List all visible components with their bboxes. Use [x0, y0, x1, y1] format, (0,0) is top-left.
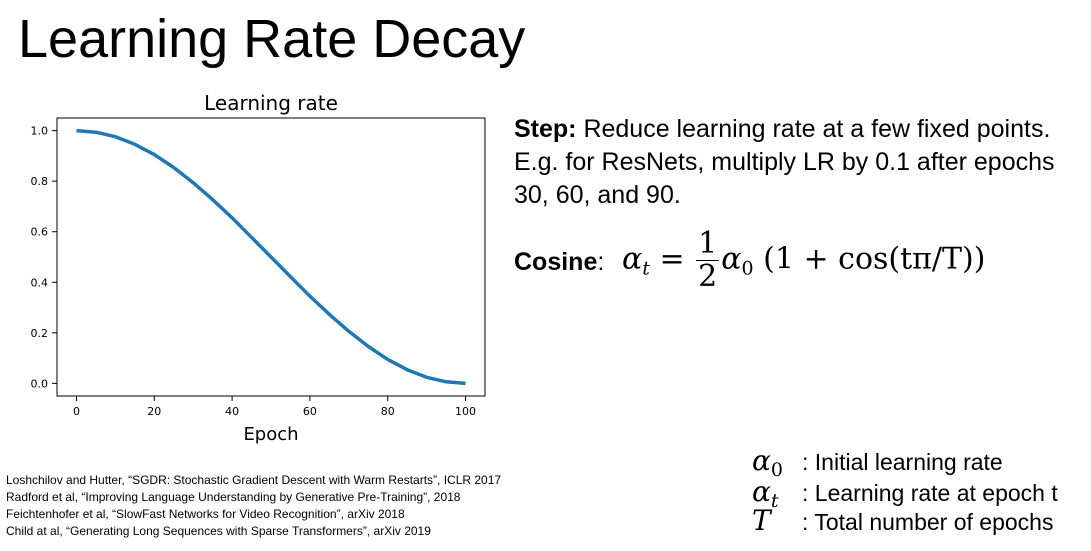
legend-symbol-char: α — [752, 444, 771, 477]
step-label: Step: — [514, 115, 577, 143]
y-tick-label: 0.2 — [31, 327, 49, 340]
cosine-label-line: Cosine: — [514, 246, 604, 279]
formula-rest: (1 + cos(tπ/T)) — [763, 241, 986, 277]
chart-title: Learning rate — [204, 91, 338, 115]
y-tick-label: 0.0 — [31, 377, 49, 390]
reference-item: Radford et al, “Improving Language Under… — [6, 490, 461, 504]
step-description: Step: Reduce learning rate at a few fixe… — [514, 113, 1074, 212]
references: Loshchilov and Hutter, “SGDR: Stochastic… — [6, 472, 501, 540]
cosine-formula: αt = 1 2 α0 (1 + cos(tπ/T)) — [622, 228, 985, 293]
slide-title: Learning Rate Decay — [18, 9, 526, 69]
x-tick-label: 0 — [73, 405, 80, 418]
plot-frame — [56, 117, 486, 397]
cosine-colon: : — [597, 248, 605, 276]
x-tick-label: 80 — [381, 405, 395, 418]
legend-symbol-char: α — [752, 475, 771, 508]
y-tick-label: 0.8 — [31, 175, 49, 188]
legend-symbol-char: T — [752, 504, 771, 537]
learning-rate-chart: Learning rate 0.0 0.2 0.4 0.6 0.8 1.0 0 20 40 60 80… — [31, 91, 486, 445]
x-axis-label: Epoch — [243, 424, 298, 445]
step-text: Reduce learning rate at a few fixed poin… — [514, 115, 1055, 209]
formula-lhs-sub: t — [642, 257, 650, 280]
legend-symbol: αt — [752, 475, 802, 512]
reference-item: Loshchilov and Hutter, “SGDR: Stochastic… — [6, 473, 502, 487]
y-tick-label: 1.0 — [31, 125, 49, 138]
legend-text: : Initial learning rate — [802, 449, 1003, 475]
x-tick-label: 40 — [225, 405, 239, 418]
x-tick-label: 20 — [147, 405, 161, 418]
y-tick-label: 0.4 — [31, 276, 49, 289]
formula-frac-den: 2 — [698, 259, 718, 294]
legend-symbol-sub: t — [770, 490, 779, 512]
legend-row-alpha0: α0: Initial learning rate — [752, 444, 1003, 481]
legend-text: : Total number of epochs — [802, 509, 1054, 535]
legend-row-alphat: αt: Learning rate at epoch t — [752, 475, 1058, 512]
legend-symbol-sub: 0 — [770, 459, 784, 481]
lr-series-line — [76, 128, 466, 386]
reference-item: Child at al, “Generating Long Sequences … — [6, 524, 431, 538]
formula-lhs: α — [622, 241, 643, 277]
legend-row-T: T : Total number of epochs — [752, 504, 1053, 537]
formula-alpha: α — [721, 241, 742, 277]
cosine-label: Cosine — [514, 248, 598, 276]
legend-symbol: T — [752, 504, 802, 537]
formula-frac-num: 1 — [696, 226, 720, 261]
legend-symbol: α0 — [752, 444, 802, 481]
reference-item: Feichtenhofer et al, “SlowFast Networks … — [6, 507, 405, 521]
formula-equals: = — [659, 241, 685, 277]
legend-text: : Learning rate at epoch t — [802, 480, 1058, 506]
x-tick-label: 100 — [455, 405, 476, 418]
x-tick-label: 60 — [303, 405, 317, 418]
formula-alpha-sub: 0 — [741, 257, 754, 280]
y-tick-label: 0.6 — [31, 226, 49, 239]
